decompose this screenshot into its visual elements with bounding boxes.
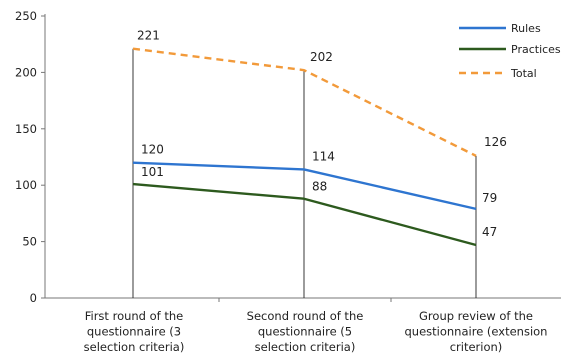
data-label: 202 — [310, 50, 333, 64]
x-category-label: First round of the — [85, 309, 184, 323]
legend-label-practices: Practices — [511, 43, 561, 56]
data-label: 114 — [312, 149, 335, 163]
legend: Rules Practices Total — [459, 22, 561, 80]
x-category-label: Group review of the — [419, 309, 533, 323]
x-category-label: selection criteria) — [255, 340, 356, 354]
y-tick-label: 200 — [15, 65, 37, 79]
series-lines — [132, 47, 477, 247]
data-label: 88 — [312, 180, 327, 194]
x-category-label: Second round of the — [247, 309, 364, 323]
series-line-total — [132, 47, 477, 157]
data-label: 101 — [141, 165, 164, 179]
data-label: 126 — [484, 135, 507, 149]
data-label: 47 — [482, 225, 497, 239]
data-label: 221 — [137, 29, 160, 43]
data-label: 120 — [141, 143, 164, 157]
y-tick-label: 0 — [30, 291, 37, 305]
data-label: 79 — [482, 191, 497, 205]
legend-label-rules: Rules — [511, 22, 541, 35]
x-category-label: selection criteria) — [84, 340, 185, 354]
series-line-practices — [132, 182, 477, 247]
x-category-label: criterion) — [450, 340, 503, 354]
series-line-rules — [132, 161, 477, 211]
x-category-label: questionnaire (5 — [258, 325, 352, 339]
x-category-label: questionnaire (extension — [405, 325, 548, 339]
y-tick-label: 250 — [15, 9, 37, 23]
y-tick-label: 50 — [22, 235, 37, 249]
drop-lines — [132, 48, 477, 298]
y-tick-label: 100 — [15, 178, 37, 192]
y-tick-label: 150 — [15, 122, 37, 136]
axes: 0 50 100 150 200 250 — [15, 9, 561, 305]
data-labels: 120 114 79 101 88 47 221 202 126 — [137, 29, 507, 239]
legend-label-total: Total — [510, 67, 537, 80]
x-category-label: questionnaire (3 — [87, 325, 181, 339]
